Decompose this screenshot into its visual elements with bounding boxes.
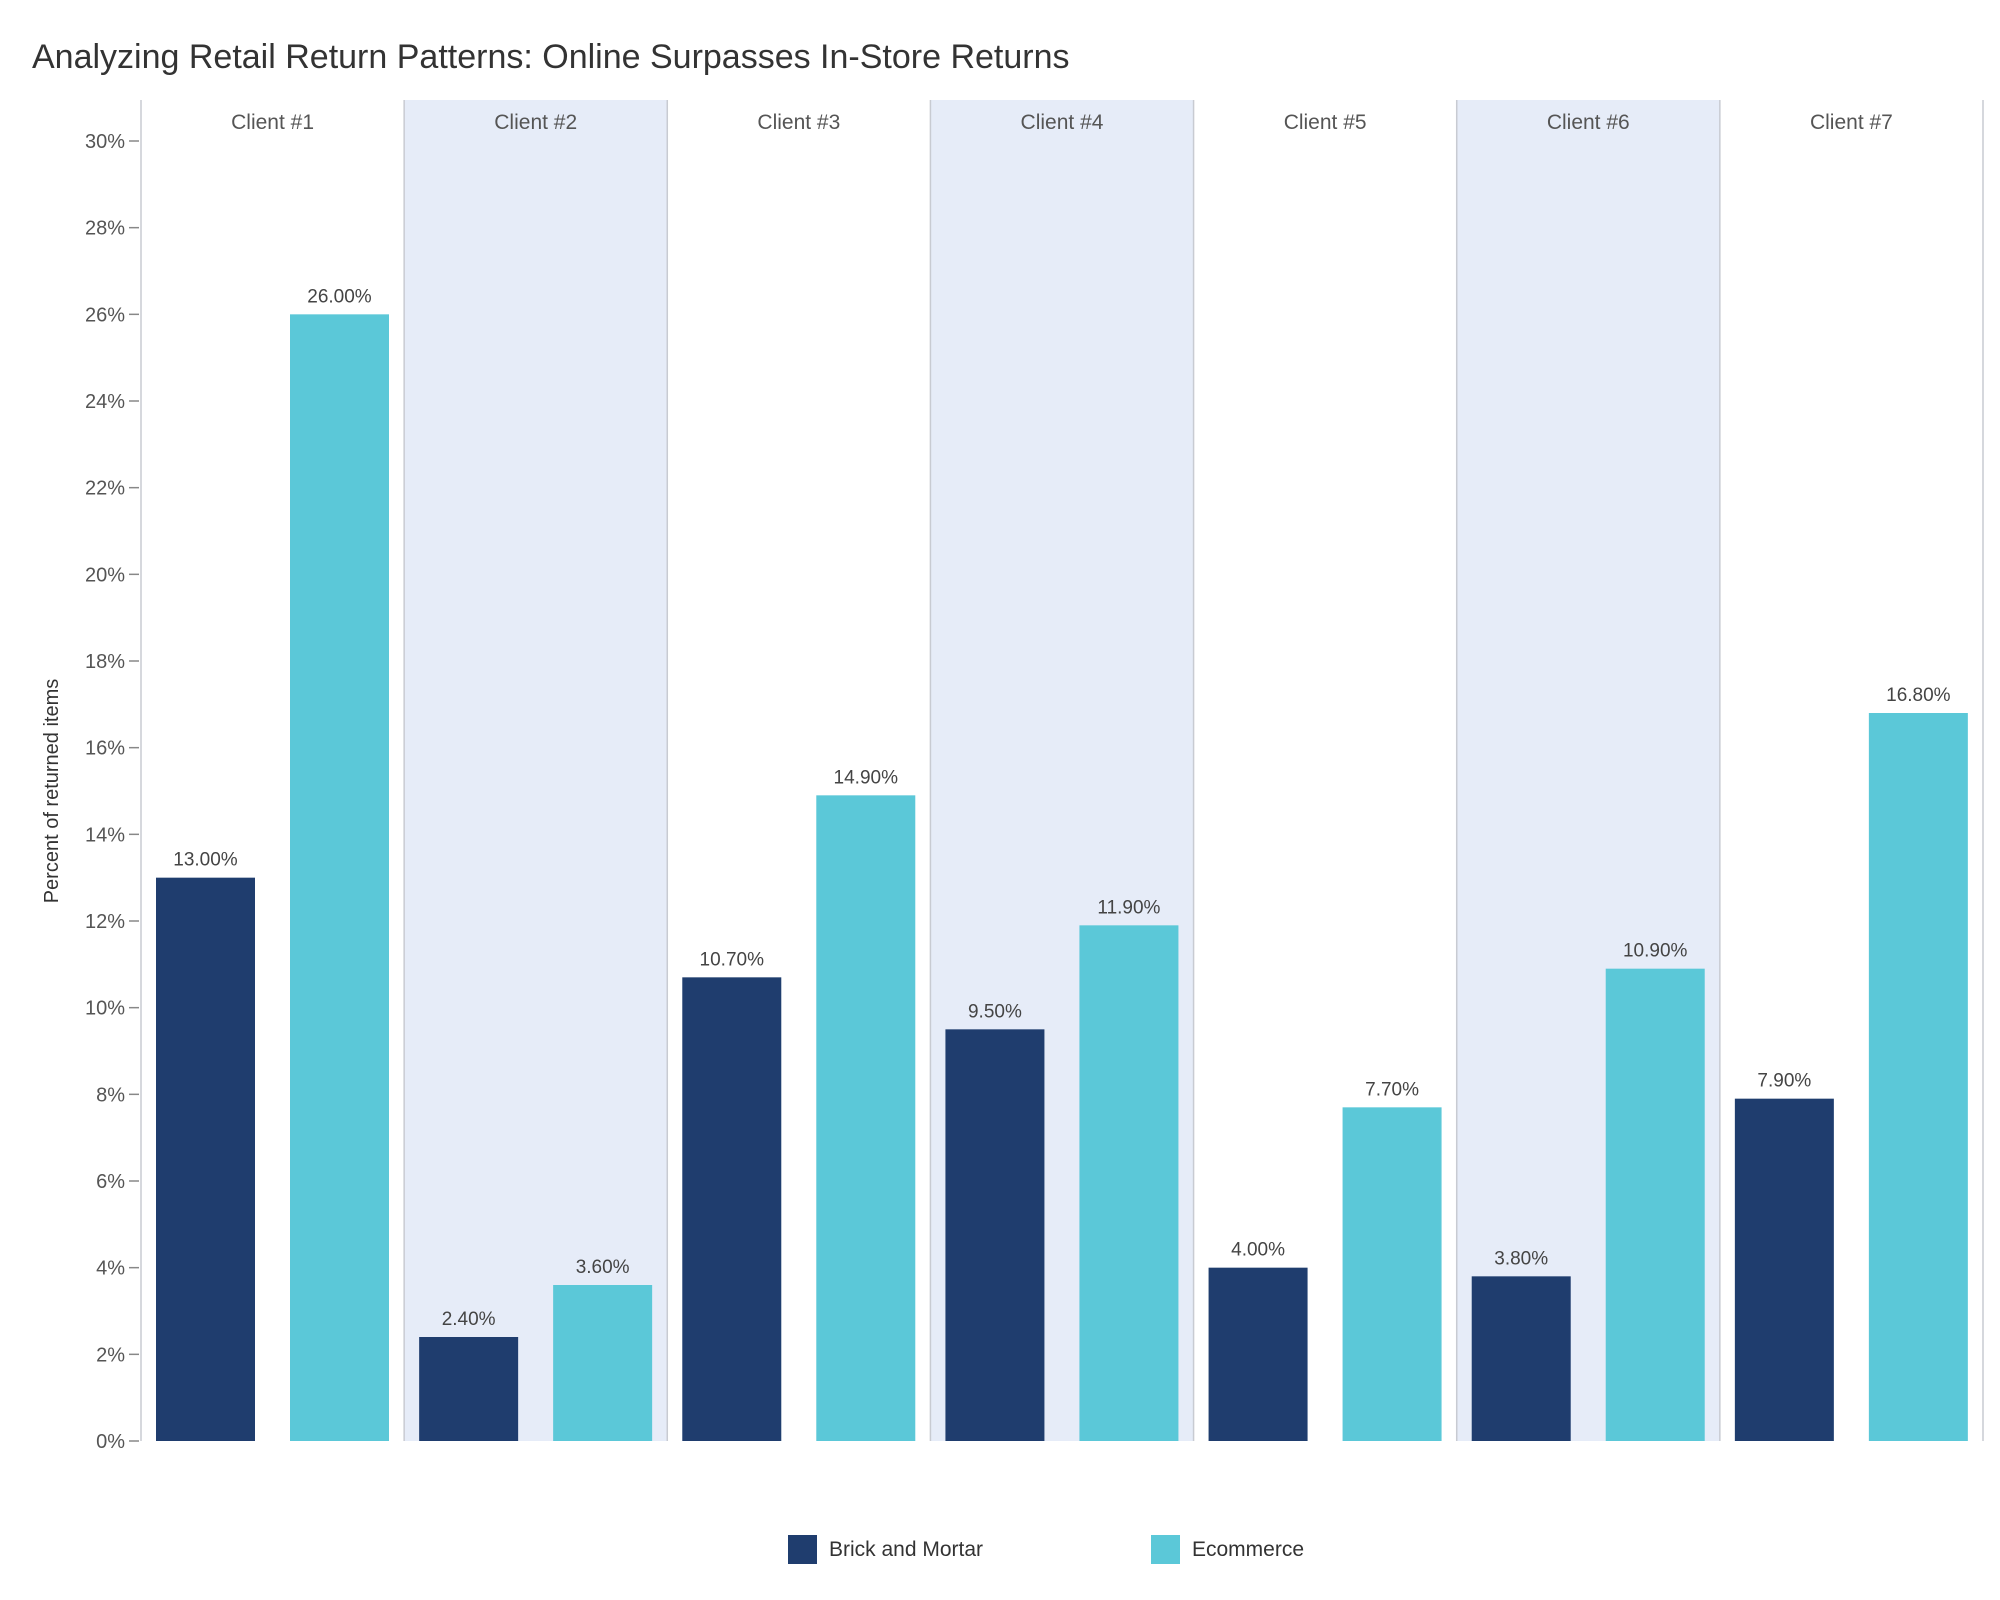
data-label: 7.70%	[1365, 1079, 1419, 1100]
y-tick-label: 12%	[85, 911, 125, 933]
facet-band	[404, 100, 668, 1441]
bar-ecommerce	[290, 314, 389, 1441]
y-tick-label: 4%	[96, 1258, 125, 1280]
legend-label: Brick and Mortar	[829, 1537, 984, 1561]
data-label: 7.90%	[1757, 1071, 1811, 1092]
data-label: 3.80%	[1494, 1248, 1548, 1269]
y-tick-label: 26%	[85, 304, 125, 326]
bar-ecommerce	[553, 1285, 653, 1441]
legend-swatch-ecommerce	[1151, 1535, 1180, 1564]
facet-label: Client #2	[494, 111, 577, 134]
bar-brick-and-mortar	[156, 877, 255, 1441]
facet-label: Client #3	[757, 111, 840, 134]
data-label: 2.40%	[442, 1309, 496, 1330]
y-tick-label: 24%	[85, 391, 125, 413]
bar-ecommerce	[1079, 925, 1179, 1441]
data-label: 9.50%	[968, 1001, 1022, 1022]
facet-label: Client #5	[1284, 111, 1367, 134]
y-tick-label: 16%	[85, 738, 125, 760]
data-label: 11.90%	[1097, 897, 1160, 918]
y-axis-label: Percent of returned items	[41, 679, 63, 904]
bar-ecommerce	[816, 795, 916, 1441]
legend-swatch-brick-and-mortar	[788, 1535, 817, 1564]
data-label: 10.90%	[1623, 941, 1688, 962]
bar-ecommerce	[1342, 1107, 1442, 1441]
bar-brick-and-mortar	[1471, 1276, 1571, 1441]
facet-label: Client #6	[1547, 111, 1630, 134]
y-tick-label: 30%	[85, 131, 125, 153]
bar-brick-and-mortar	[419, 1337, 519, 1441]
data-label: 26.00%	[307, 286, 372, 307]
legend-item-ecommerce[interactable]: Ecommerce	[1151, 1535, 1304, 1564]
facet-label: Client #1	[231, 111, 314, 134]
bar-ecommerce	[1868, 713, 1968, 1441]
data-label: 10.70%	[700, 949, 765, 970]
y-tick-label: 8%	[96, 1084, 125, 1106]
bar-ecommerce	[1605, 968, 1705, 1441]
bar-brick-and-mortar	[682, 977, 782, 1441]
legend-item-brick-and-mortar[interactable]: Brick and Mortar	[788, 1535, 983, 1564]
y-tick-label: 20%	[85, 564, 125, 586]
data-label: 14.90%	[834, 767, 899, 788]
y-tick-label: 2%	[96, 1344, 125, 1366]
legend-label: Ecommerce	[1192, 1537, 1305, 1561]
data-label: 4.00%	[1231, 1240, 1285, 1261]
data-label: 13.00%	[173, 850, 238, 871]
y-tick-label: 6%	[96, 1171, 125, 1193]
y-tick-label: 0%	[96, 1431, 125, 1453]
facet-label: Client #4	[1021, 111, 1104, 134]
y-tick-label: 28%	[85, 218, 125, 240]
bar-brick-and-mortar	[945, 1029, 1045, 1441]
y-tick-label: 14%	[85, 824, 125, 846]
y-tick-label: 22%	[85, 478, 125, 500]
y-tick-label: 10%	[85, 998, 125, 1020]
bar-brick-and-mortar	[1734, 1098, 1834, 1441]
facet-label: Client #7	[1810, 111, 1893, 134]
data-label: 3.60%	[576, 1257, 630, 1278]
chart-title: Analyzing Retail Return Patterns: Online…	[32, 38, 1070, 76]
bar-brick-and-mortar	[1208, 1267, 1308, 1441]
data-label: 16.80%	[1886, 685, 1951, 706]
y-tick-label: 18%	[85, 651, 125, 673]
